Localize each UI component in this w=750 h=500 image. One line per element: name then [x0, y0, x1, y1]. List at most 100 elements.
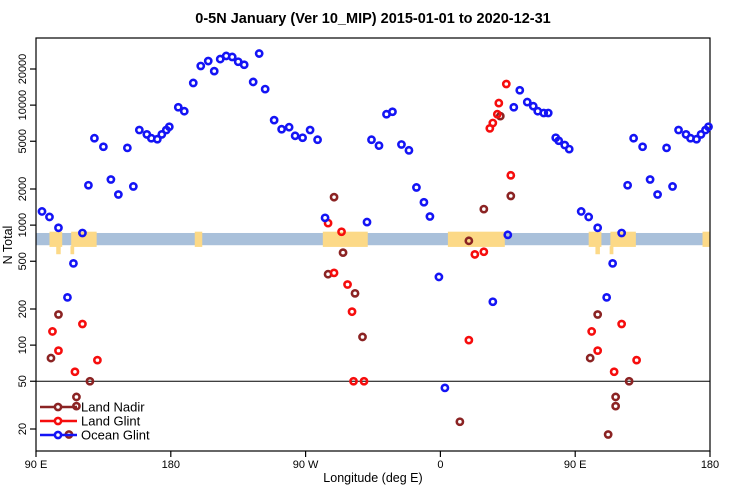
data-point: [362, 217, 372, 227]
data-point: [277, 124, 287, 134]
band-layer: [36, 231, 710, 255]
data-point: [78, 319, 87, 329]
data-point: [70, 367, 80, 377]
data-point: [587, 327, 597, 336]
data-point: [503, 230, 513, 240]
data-point: [152, 134, 162, 144]
data-point: [54, 310, 63, 319]
data-point: [63, 292, 72, 302]
data-point: [638, 142, 647, 152]
data-point: [54, 223, 63, 233]
data-point: [84, 180, 93, 190]
data-point: [113, 190, 123, 199]
data-point: [623, 180, 633, 190]
data-point: [509, 102, 519, 112]
data-point: [662, 143, 671, 153]
data-point: [501, 79, 511, 89]
data-point: [298, 133, 308, 143]
data-point: [203, 56, 213, 66]
data-point: [692, 134, 701, 144]
y-tick-label: 20000: [17, 54, 29, 85]
data-point: [611, 401, 621, 411]
data-point: [37, 207, 47, 216]
data-point: [254, 49, 264, 58]
x-tick-label: 90 E: [564, 459, 587, 471]
data-point: [305, 125, 315, 135]
plot-frame: [35, 37, 711, 452]
band-highlight-streak: [609, 246, 614, 255]
x-tick-label: 180: [701, 459, 719, 471]
data-point: [593, 223, 603, 233]
data-point: [337, 227, 346, 237]
data-point: [506, 170, 516, 180]
data-point: [668, 182, 677, 191]
x-tick-label: 90 W: [293, 459, 319, 471]
data-point: [494, 98, 504, 108]
data-point: [290, 131, 300, 141]
data-point: [479, 247, 489, 257]
data-point: [434, 272, 444, 282]
data-point: [343, 280, 352, 289]
data-point: [54, 346, 63, 356]
data-point: [585, 353, 595, 363]
data-point: [358, 332, 367, 342]
data-point: [239, 60, 249, 70]
data-point: [359, 376, 369, 386]
data-points-layer: [37, 49, 713, 439]
data-point: [397, 140, 406, 149]
data-point: [674, 125, 683, 135]
data-point: [349, 376, 358, 386]
data-point: [440, 383, 450, 393]
chart-title: 0-5N January (Ver 10_MIP) 2015-01-01 to …: [195, 11, 550, 27]
data-point: [374, 141, 384, 150]
data-point: [492, 109, 502, 119]
data-point: [479, 204, 489, 214]
data-point: [72, 392, 81, 402]
legend-marker: [53, 416, 63, 426]
legend-label: Land Nadir: [81, 400, 145, 415]
band-highlight-patch: [447, 231, 505, 247]
data-point: [419, 197, 429, 207]
data-point: [617, 228, 627, 238]
band-highlight-streak: [56, 246, 61, 255]
data-point: [455, 417, 465, 427]
data-point: [106, 175, 116, 184]
data-point: [179, 106, 189, 116]
data-point: [554, 136, 564, 146]
x-tick-label: 180: [162, 459, 180, 471]
data-point: [632, 355, 642, 365]
data-point: [99, 142, 108, 152]
data-point: [425, 212, 435, 221]
data-point: [629, 133, 639, 143]
data-point: [522, 97, 532, 107]
data-point: [696, 130, 706, 139]
data-point: [188, 78, 198, 88]
data-point: [269, 115, 279, 125]
legend-marker: [53, 430, 63, 440]
data-point: [539, 108, 549, 118]
x-tick-label: 0: [437, 459, 443, 471]
series-land-glint: [48, 79, 642, 386]
data-point: [584, 212, 594, 222]
data-point: [609, 367, 619, 377]
band-highlight-patch: [702, 231, 710, 247]
data-point: [196, 61, 206, 71]
data-point: [78, 228, 87, 238]
data-point: [543, 108, 553, 118]
data-point: [122, 143, 132, 153]
y-axis-label: N Total: [1, 226, 15, 265]
data-point: [350, 288, 360, 298]
band-highlight-streak: [595, 246, 600, 255]
band-highlight-patch: [49, 231, 63, 247]
data-point: [593, 310, 603, 319]
data-point: [704, 122, 713, 132]
data-point: [608, 258, 618, 268]
data-point: [611, 392, 621, 402]
band-highlight-streak: [70, 246, 75, 255]
y-tick-label: 200: [17, 300, 29, 318]
axes-layer: 90 E 180 90 W 0 90 E 180 20 50 100 200 500 1000 2000…: [17, 37, 719, 471]
data-point: [653, 190, 662, 199]
data-point: [593, 346, 603, 356]
data-point: [564, 144, 574, 154]
